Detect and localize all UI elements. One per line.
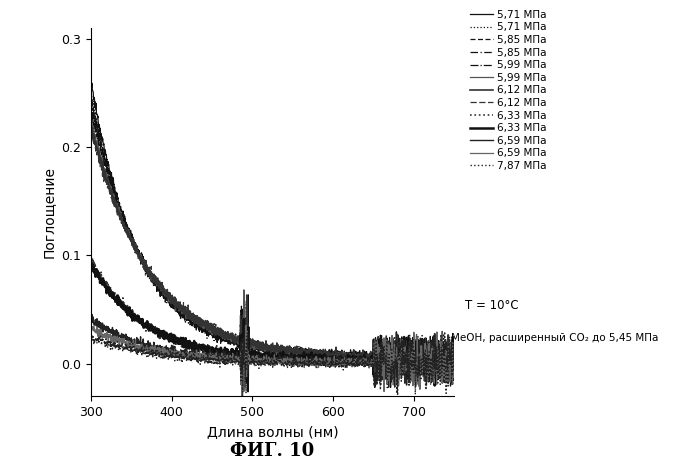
Text: T = 10°C: T = 10°C: [465, 299, 519, 312]
Text: МеОН, расширенный СО₂ до 5,45 МПа: МеОН, расширенный СО₂ до 5,45 МПа: [451, 333, 658, 343]
Y-axis label: Поглощение: Поглощение: [42, 166, 56, 258]
Text: ФИГ. 10: ФИГ. 10: [231, 443, 315, 461]
Legend: 5,71 МПа, 5,71 МПа, 5,85 МПа, 5,85 МПа, 5,99 МПа, 5,99 МПа, 6,12 МПа, 6,12 МПа, : 5,71 МПа, 5,71 МПа, 5,85 МПа, 5,85 МПа, …: [470, 10, 547, 171]
X-axis label: Длина волны (нм): Длина волны (нм): [207, 425, 338, 439]
